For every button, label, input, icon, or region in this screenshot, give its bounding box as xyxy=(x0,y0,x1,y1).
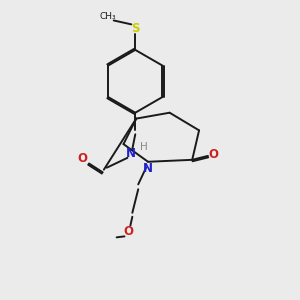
Text: N: N xyxy=(143,162,153,175)
Text: O: O xyxy=(209,148,219,161)
Text: N: N xyxy=(126,147,136,161)
Text: CH₃: CH₃ xyxy=(100,12,116,21)
Text: S: S xyxy=(131,22,140,35)
Text: H: H xyxy=(140,142,148,152)
Text: O: O xyxy=(123,225,134,238)
Text: O: O xyxy=(77,152,87,165)
